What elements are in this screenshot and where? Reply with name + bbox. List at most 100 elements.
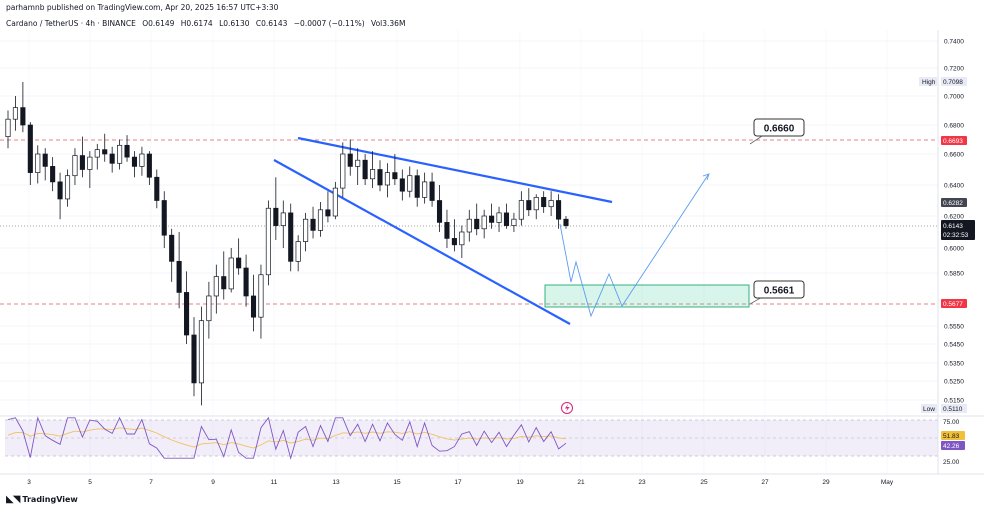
rsi-line bbox=[7, 416, 567, 460]
candle-body bbox=[503, 212, 510, 226]
candle-body bbox=[303, 218, 309, 242]
high-label-box bbox=[919, 77, 937, 86]
candle-body bbox=[474, 218, 480, 230]
candle-body bbox=[169, 234, 175, 262]
price-tick: 0.7200 bbox=[944, 66, 964, 73]
time-tick: 25 bbox=[700, 479, 708, 486]
candle-body bbox=[50, 166, 56, 183]
candle-body bbox=[355, 159, 361, 167]
rsi-value-box bbox=[941, 431, 965, 440]
projection-arrowhead bbox=[702, 173, 710, 181]
brand-label: TradingView bbox=[22, 495, 78, 504]
time-tick: 27 bbox=[761, 479, 769, 486]
time-axis[interactable]: 3 5 7 9 11 13 15 17 19 21 23 25 27 29 May bbox=[27, 479, 894, 486]
ohlc-close: C0.6143 bbox=[255, 19, 288, 28]
wedge-lower-line[interactable] bbox=[273, 159, 571, 325]
candle-body bbox=[384, 172, 390, 186]
candle-body bbox=[347, 153, 353, 167]
price-tick: 0.5450 bbox=[944, 342, 964, 349]
high-value: 0.7098 bbox=[943, 79, 963, 86]
candle-body bbox=[184, 292, 190, 336]
tradingview-brand[interactable]: ◣◥ TradingView bbox=[6, 494, 78, 505]
lightning-glyph-icon bbox=[565, 404, 570, 412]
candle-body bbox=[5, 118, 11, 137]
rsi-signal-value: 42.26 bbox=[943, 443, 960, 450]
time-tick: 19 bbox=[516, 479, 524, 486]
rsi-tick-25: 25.00 bbox=[943, 459, 960, 466]
zone-callout-box[interactable] bbox=[753, 280, 805, 299]
candle-body bbox=[407, 175, 413, 192]
candle-body bbox=[310, 218, 316, 231]
time-tick: 15 bbox=[393, 479, 401, 486]
candle-body bbox=[176, 260, 182, 293]
demand-zone[interactable] bbox=[544, 284, 750, 308]
publisher-line: parhamnb published on TradingView.com, A… bbox=[6, 3, 279, 12]
low-value: 0.5110 bbox=[943, 406, 963, 413]
low-label: Low bbox=[923, 406, 935, 413]
candle-body bbox=[124, 144, 130, 158]
candle-body bbox=[94, 149, 100, 158]
ohlc-high: H0.6174 bbox=[180, 19, 213, 28]
candle-body bbox=[481, 215, 487, 230]
candle-body bbox=[42, 153, 48, 167]
time-tick: 21 bbox=[577, 479, 585, 486]
candle-body bbox=[102, 149, 108, 155]
candle-body bbox=[295, 241, 301, 262]
price-tick: 0.5550 bbox=[944, 324, 964, 331]
candle-body bbox=[131, 156, 138, 167]
candle-body bbox=[422, 181, 428, 198]
candles bbox=[5, 82, 569, 406]
resistance-price: 0.6693 bbox=[943, 138, 963, 145]
time-tick: 9 bbox=[211, 479, 215, 486]
price-tick: 0.6600 bbox=[944, 152, 964, 159]
symbol-title[interactable]: Cardano / TetherUS · 4h · BINANCE bbox=[6, 19, 136, 28]
mid-price: 0.6282 bbox=[943, 200, 963, 207]
candle-body bbox=[541, 197, 547, 208]
projection-path[interactable] bbox=[559, 174, 709, 318]
candle-body bbox=[206, 295, 212, 322]
candle-body bbox=[191, 334, 197, 384]
support-price-box bbox=[941, 299, 967, 308]
price-tick: 0.6000 bbox=[944, 246, 964, 253]
price-tick: 0.5850 bbox=[944, 271, 964, 278]
time-tick: 3 bbox=[27, 479, 31, 486]
candle-body bbox=[459, 231, 465, 246]
candle-body bbox=[370, 169, 376, 180]
price-axis[interactable]: 0.7400 0.7200 0.7000 0.6800 0.6600 0.6400 0.62… bbox=[944, 39, 964, 405]
candle-body bbox=[429, 181, 435, 201]
current-price-box bbox=[941, 220, 975, 240]
candle-body bbox=[414, 175, 420, 198]
candle-body bbox=[213, 276, 219, 297]
ohlc-open: O0.6149 bbox=[142, 19, 175, 28]
candle-body bbox=[154, 176, 160, 201]
candle-body bbox=[265, 207, 271, 276]
zone-callout: 0.5661 bbox=[764, 286, 795, 297]
candle-body bbox=[273, 207, 279, 226]
candle-body bbox=[87, 156, 93, 170]
candle-body bbox=[35, 153, 41, 173]
candle-body bbox=[563, 218, 569, 226]
rsi-tick-75: 75.00 bbox=[943, 419, 960, 426]
time-tick: 17 bbox=[454, 479, 462, 486]
price-tick: 0.6200 bbox=[944, 214, 964, 221]
candle-body bbox=[556, 200, 562, 220]
candle-body bbox=[466, 218, 472, 233]
candle-body bbox=[392, 172, 398, 180]
candle-body bbox=[444, 222, 450, 239]
candle-body bbox=[362, 159, 368, 180]
candle-body bbox=[377, 169, 383, 186]
price-tick: 0.6800 bbox=[944, 123, 964, 130]
candle-body bbox=[72, 155, 78, 177]
candle-body bbox=[280, 212, 286, 226]
bar-countdown: 02:32:53 bbox=[943, 232, 969, 239]
candle-body bbox=[27, 124, 33, 173]
candle-body bbox=[146, 153, 152, 178]
mid-price-box bbox=[941, 198, 967, 207]
candle-body bbox=[79, 155, 85, 170]
rsi-value: 51.83 bbox=[943, 433, 960, 440]
candle-body bbox=[399, 178, 405, 192]
tradingview-logo-icon: ◣◥ bbox=[6, 494, 20, 505]
price-tick: 0.5350 bbox=[944, 361, 964, 368]
target-callout-box[interactable] bbox=[753, 118, 805, 137]
